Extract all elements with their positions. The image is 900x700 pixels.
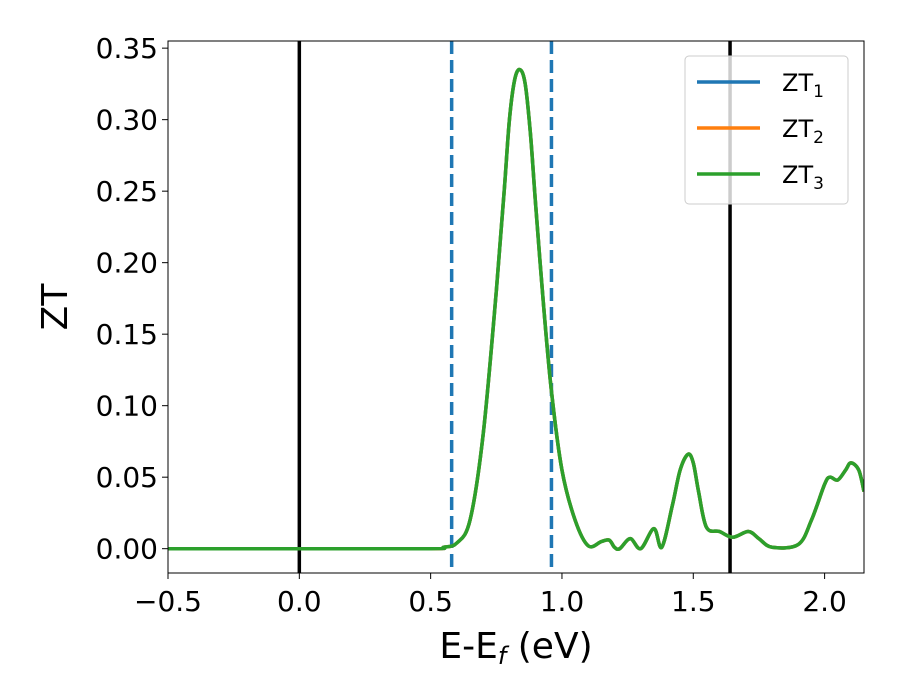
legend-label-zt1: ZT1 (782, 69, 824, 102)
y-tick-label: 0.05 (96, 461, 158, 494)
y-tick-label: 0.30 (96, 104, 158, 137)
y-tick-label: 0.35 (96, 32, 158, 65)
y-axis: 0.00 0.05 0.10 0.15 0.20 0.25 0.30 0.35 (96, 32, 168, 566)
x-tick-label: 2.0 (802, 585, 847, 618)
legend-label-zt3: ZT3 (782, 161, 824, 194)
x-tick-label: 1.5 (671, 585, 716, 618)
x-axis: −0.5 0.0 0.5 1.0 1.5 2.0 (134, 573, 847, 618)
series-line-zt3 (168, 67, 864, 552)
y-tick-label: 0.25 (96, 175, 158, 208)
y-tick-label: 0.10 (96, 390, 158, 423)
x-tick-label: 0.0 (277, 585, 322, 618)
y-tick-label: 0.00 (96, 533, 158, 566)
x-axis-title: E-Ef (eV) (439, 626, 592, 670)
series-lines (168, 67, 864, 552)
y-tick-label: 0.20 (96, 247, 158, 280)
x-tick-label: −0.5 (134, 585, 202, 618)
y-tick-label: 0.15 (96, 318, 158, 351)
legend-label-zt2: ZT2 (782, 115, 824, 148)
legend: ZT1 ZT2 ZT3 (684, 55, 849, 205)
x-tick-label: 0.5 (408, 585, 453, 618)
legend-box (684, 55, 849, 205)
plot-area-frame (167, 40, 865, 574)
x-tick-label: 1.0 (540, 585, 585, 618)
y-axis-title: ZT (35, 283, 76, 331)
